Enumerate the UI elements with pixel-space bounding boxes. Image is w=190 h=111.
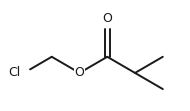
Text: O: O bbox=[102, 12, 112, 25]
Text: Cl: Cl bbox=[9, 66, 21, 79]
Text: O: O bbox=[74, 66, 84, 79]
